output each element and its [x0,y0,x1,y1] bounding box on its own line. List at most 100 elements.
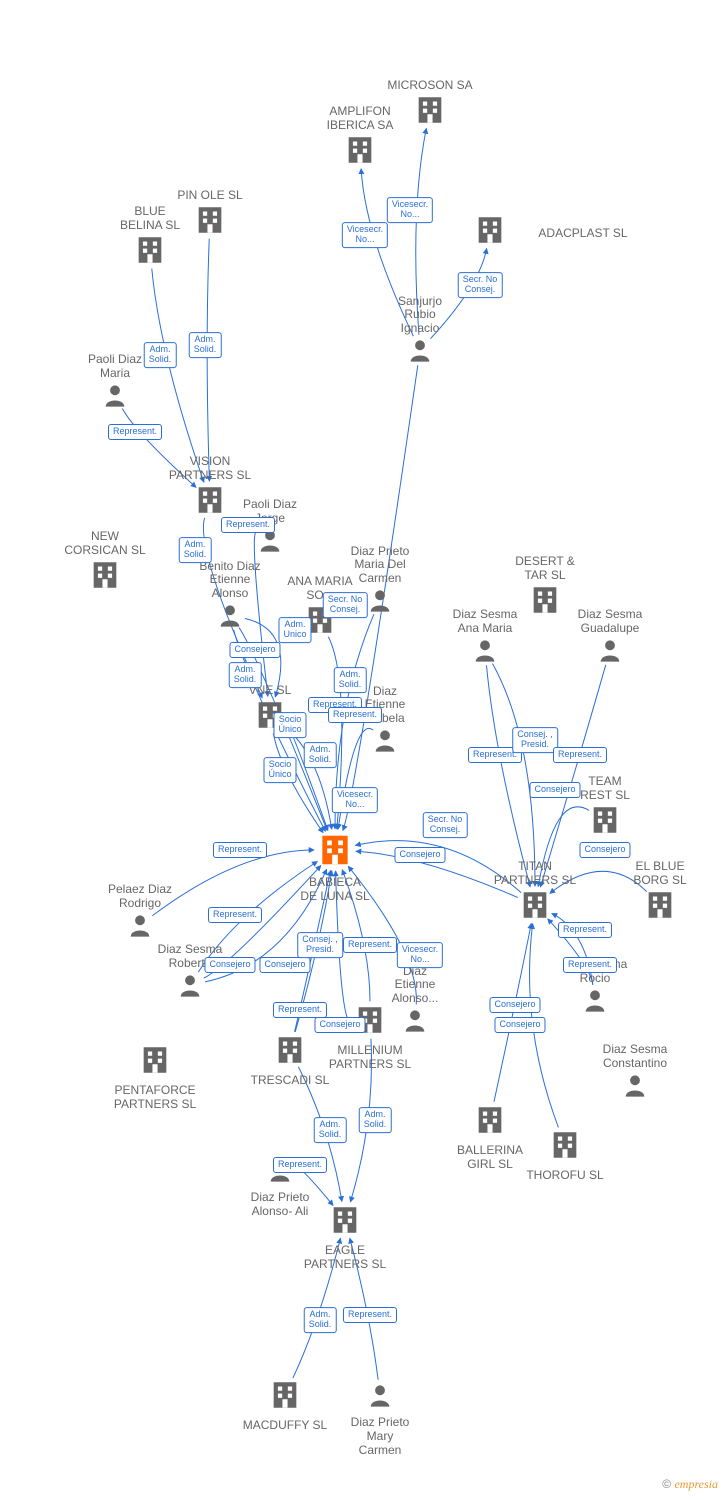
edge-label: Adm. Solid. [304,742,337,768]
node-label: PIN OLE SL [150,189,270,203]
edge-label: Vicesecr. No... [397,942,443,968]
node-label: Diaz Sesma Ana Maria [425,608,545,636]
node-thorofu[interactable]: THOROFU SL [505,1128,625,1183]
edge-label: Represent. [108,424,162,440]
person-icon [535,986,655,1019]
edge-label: Represent. [273,1002,327,1018]
node-label: TRESCADI SL [230,1074,350,1088]
edge-label: Represent. [273,1157,327,1173]
edge-label: Socio Único [273,712,306,738]
edge-label: Socio Único [263,757,296,783]
edge-label: Adm. Solid. [179,537,212,563]
edge-label: Adm. Solid. [304,1307,337,1333]
building-icon [600,888,720,927]
node-babieca[interactable]: BABIECA DE LUNA SL [275,831,395,904]
edge-label: Adm. Solid. [359,1107,392,1133]
edge-label: Consejero [494,1017,545,1033]
edge-label: Represent. [563,957,617,973]
edge-label: Represent. [553,747,607,763]
edge-label: Adm. Solid. [314,1117,347,1143]
node-titan[interactable]: TITAN PARTNERS SL [475,858,595,927]
node-diazpmary[interactable]: Diaz Prieto Mary Carmen [320,1381,440,1457]
node-diazsgua[interactable]: Diaz Sesma Guadalupe [550,606,670,669]
person-icon [575,1071,695,1104]
edge-label: Represent. [221,517,275,533]
edge-label: Adm. Solid. [334,667,367,693]
brand-name: empresia [674,1477,718,1491]
person-icon [325,726,445,759]
node-elblue[interactable]: EL BLUE BORG SL [600,858,720,927]
edge-label: Adm. Solid. [144,342,177,368]
node-label: MICROSON SA [370,79,490,93]
edge-label: Vicesecr. No... [387,197,433,223]
node-diazea[interactable]: Diaz Etienne Alonso... [355,963,475,1039]
node-label: Sanjurjo Rubio Ignacio [360,295,480,336]
node-sanjurjo[interactable]: Sanjurjo Rubio Ignacio [360,293,480,369]
building-icon [300,133,420,172]
edge-label: Vicesecr. No... [332,787,378,813]
node-benitodiaz[interactable]: Benito Diaz Etienne Alonso [170,558,290,634]
person-icon [425,636,545,669]
person-icon [360,336,480,369]
node-label: DESERT & TAR SL [485,555,605,583]
edge-label: Consejero [259,957,310,973]
node-label: EL BLUE BORG SL [600,860,720,888]
node-label: Diaz Sesma Guadalupe [550,608,670,636]
person-icon [355,1006,475,1039]
edge-label: Adm. Unico [278,617,311,643]
edge-label: Consejero [314,1017,365,1033]
edge-label: Consejero [489,997,540,1013]
node-label: AMPLIFON IBERICA SA [300,105,420,133]
node-pelaez[interactable]: Pelaez Diaz Rodrigo [80,881,200,944]
building-icon [505,1128,625,1167]
edge-diazsana-titan [492,663,535,886]
node-diazscons[interactable]: Diaz Sesma Constantino [575,1041,695,1104]
node-bluebelina[interactable]: BLUE BELINA SL [90,203,210,272]
edge-label: Secr. No Consej. [323,592,368,618]
edge-pinole-visionp [207,239,209,482]
person-icon [55,381,175,414]
edge-label: Secr. No Consej. [423,812,468,838]
node-label: ADACPLAST SL [538,227,627,241]
node-label: Diaz Sesma Constantino [575,1043,695,1071]
edge-label: Represent. [208,907,262,923]
edge-label: Vicesecr. No... [342,222,388,248]
node-adacplast[interactable]: ADACPLAST SL [448,213,628,252]
node-diazsana[interactable]: Diaz Sesma Ana Maria [425,606,545,669]
edge-label: Consejero [579,842,630,858]
node-label: BLUE BELINA SL [90,205,210,233]
node-label: Diaz Etienne Alonso... [355,965,475,1006]
node-label: Benito Diaz Etienne Alonso [170,560,290,601]
node-label: Diaz Prieto Alonso- Ali [220,1191,340,1219]
copyright-symbol: © [662,1477,671,1491]
node-label: Pelaez Diaz Rodrigo [80,883,200,911]
person-icon [130,971,250,1004]
edge-label: Represent. [328,707,382,723]
person-icon [170,601,290,634]
edge-label: Represent. [343,1307,397,1323]
node-label: Diaz Prieto Maria Del Carmen [320,545,440,586]
node-label: EAGLE PARTNERS SL [285,1244,405,1272]
node-label: THOROFU SL [505,1169,625,1183]
edge-label: Represent. [343,937,397,953]
person-icon [320,1381,440,1414]
building-icon [275,831,395,874]
building-icon [45,558,165,597]
node-newcors[interactable]: NEW CORSICAN SL [45,528,165,597]
edge-label: Adm. Solid. [189,332,222,358]
building-icon [545,803,665,842]
person-icon [80,911,200,944]
edge-label: Consejero [229,642,280,658]
person-icon [550,636,670,669]
node-amplifon[interactable]: AMPLIFON IBERICA SA [300,103,420,172]
node-label: BABIECA DE LUNA SL [275,876,395,904]
building-icon [95,1043,215,1082]
node-pentaforce[interactable]: PENTAFORCE PARTNERS SL [95,1043,215,1112]
edge-label: Consej. , Presid. [297,932,343,958]
building-icon [90,233,210,272]
credit: © empresia [662,1477,718,1492]
edge-label: Represent. [213,842,267,858]
node-label: TITAN PARTNERS SL [475,860,595,888]
node-label: VISION PARTNERS SL [150,455,270,483]
edge-label: Consejero [204,957,255,973]
